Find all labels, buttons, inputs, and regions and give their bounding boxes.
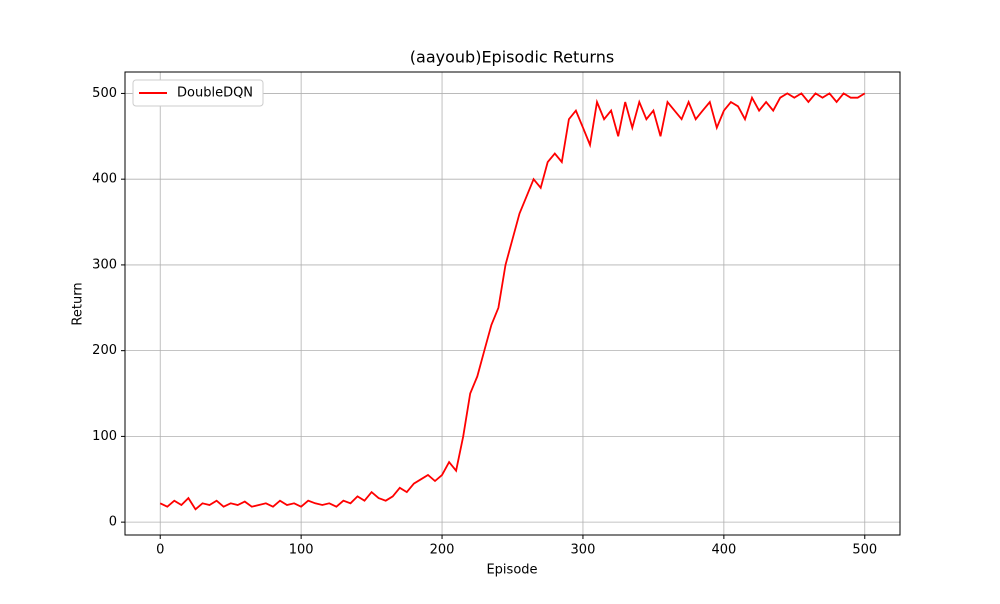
y-tick-label: 0 bbox=[109, 515, 117, 530]
chart-title: (aayoub)Episodic Returns bbox=[410, 48, 614, 67]
y-tick-label: 100 bbox=[92, 429, 117, 444]
x-tick-label: 100 bbox=[289, 543, 314, 558]
x-tick-label: 200 bbox=[430, 543, 455, 558]
x-tick-label: 500 bbox=[852, 543, 877, 558]
y-tick-label: 400 bbox=[92, 172, 117, 187]
x-tick-label: 400 bbox=[711, 543, 736, 558]
y-tick-label: 300 bbox=[92, 257, 117, 272]
y-axis-label: Return bbox=[71, 282, 86, 325]
x-tick-label: 300 bbox=[571, 543, 596, 558]
y-tick-label: 200 bbox=[92, 343, 117, 358]
y-tick-label: 500 bbox=[92, 86, 117, 101]
x-axis-label: Episode bbox=[486, 563, 537, 578]
legend: DoubleDQN bbox=[132, 79, 264, 107]
legend-label: DoubleDQN bbox=[177, 86, 253, 101]
x-tick-label: 0 bbox=[156, 543, 164, 558]
data-line bbox=[159, 92, 866, 511]
legend-box bbox=[132, 79, 264, 107]
plot-frame bbox=[124, 71, 901, 536]
